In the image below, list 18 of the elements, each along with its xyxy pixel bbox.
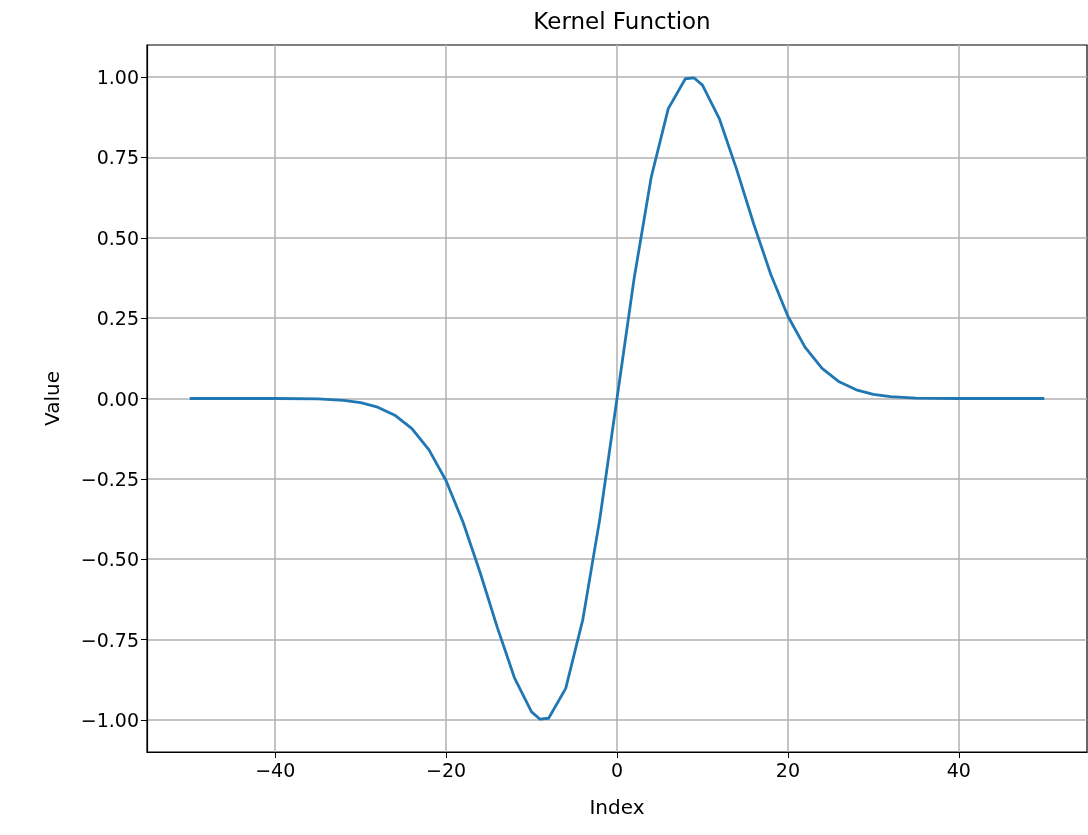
line-series: [188, 76, 1046, 721]
x-tick-label: 20: [775, 758, 800, 781]
y-tick-label: 1.00: [96, 66, 139, 89]
y-tick-label: −0.75: [80, 628, 139, 651]
y-tick-label: −0.25: [80, 467, 139, 490]
chart-title: Kernel Function: [533, 7, 711, 34]
y-tick-label: 0.25: [96, 307, 139, 330]
x-tick-label: 40: [946, 758, 971, 781]
x-tick-label: 0: [610, 758, 624, 781]
y-tick-label: 0.50: [96, 226, 139, 249]
y-tick-label: −0.50: [80, 548, 139, 571]
x-tick-label: −40: [255, 758, 296, 781]
y-tick-label: 0.75: [96, 146, 139, 169]
x-tick-label: −20: [426, 758, 467, 781]
y-tick-label: −1.00: [80, 708, 139, 731]
y-tick-label: 0.00: [96, 387, 139, 410]
y-axis-title: Value: [40, 371, 64, 426]
x-axis-title: Index: [589, 795, 645, 819]
